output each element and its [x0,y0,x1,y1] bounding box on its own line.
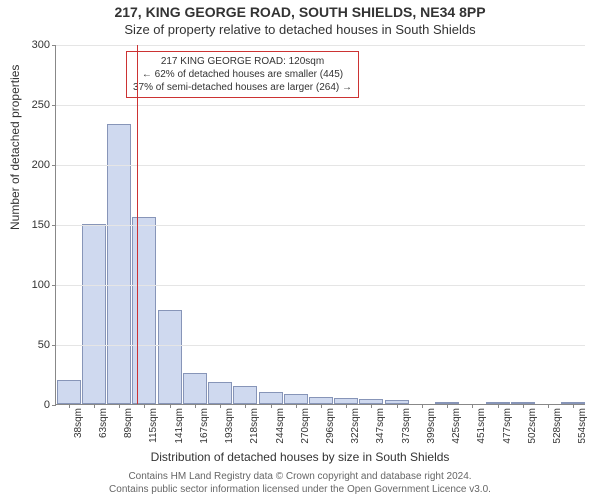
footer-line1: Contains HM Land Registry data © Crown c… [0,471,600,484]
chart-title-line2: Size of property relative to detached ho… [0,22,600,37]
annotation-line2: ← 62% of detached houses are smaller (44… [133,68,352,81]
xtick-mark [271,404,272,408]
ytick-mark [52,405,56,406]
ytick-mark [52,345,56,346]
xtick-mark [422,404,423,408]
annotation-line1: 217 KING GEORGE ROAD: 120sqm [133,55,352,68]
chart-container: 217, KING GEORGE ROAD, SOUTH SHIELDS, NE… [0,0,600,500]
chart-footer: Contains HM Land Registry data © Crown c… [0,471,600,496]
ytick-label: 150 [32,219,50,231]
histogram-bar [82,224,106,404]
gridline [56,165,585,166]
x-axis-label: Distribution of detached houses by size … [0,450,600,464]
xtick-mark [523,404,524,408]
annotation-box: 217 KING GEORGE ROAD: 120sqm ← 62% of de… [126,51,359,98]
xtick-mark [195,404,196,408]
xtick-label: 347sqm [375,408,386,444]
ytick-mark [52,105,56,106]
xtick-mark [220,404,221,408]
histogram-bar [233,386,257,404]
xtick-label: 425sqm [451,408,462,444]
ytick-label: 100 [32,279,50,291]
xtick-label: 89sqm [123,408,134,438]
gridline [56,285,585,286]
histogram-bar [158,310,182,404]
xtick-label: 270sqm [300,408,311,444]
ytick-label: 50 [38,339,50,351]
xtick-mark [498,404,499,408]
footer-line2: Contains public sector information licen… [0,484,600,497]
xtick-mark [397,404,398,408]
ytick-mark [52,165,56,166]
xtick-mark [245,404,246,408]
gridline [56,105,585,106]
histogram-bar [183,373,207,404]
xtick-label: 373sqm [401,408,412,444]
gridline [56,45,585,46]
ytick-mark [52,225,56,226]
xtick-mark [321,404,322,408]
xtick-mark [548,404,549,408]
xtick-mark [346,404,347,408]
xtick-mark [170,404,171,408]
xtick-mark [119,404,120,408]
plot-area: 217 KING GEORGE ROAD: 120sqm ← 62% of de… [55,45,585,405]
xtick-mark [472,404,473,408]
xtick-mark [573,404,574,408]
xtick-label: 115sqm [148,408,159,443]
xtick-label: 502sqm [527,408,538,444]
xtick-label: 451sqm [476,408,487,444]
xtick-mark [371,404,372,408]
ytick-label: 0 [44,399,50,411]
xtick-label: 322sqm [350,408,361,444]
y-axis-label: Number of detached properties [8,65,22,230]
xtick-label: 167sqm [199,408,210,444]
xtick-mark [94,404,95,408]
xtick-label: 244sqm [275,408,286,444]
xtick-mark [296,404,297,408]
ytick-mark [52,45,56,46]
xtick-label: 141sqm [174,408,185,444]
xtick-mark [69,404,70,408]
xtick-mark [144,404,145,408]
ytick-label: 300 [32,39,50,51]
gridline [56,345,585,346]
xtick-label: 477sqm [502,408,513,444]
histogram-bar [107,124,131,404]
marker-line [137,45,138,404]
annotation-line3: 37% of semi-detached houses are larger (… [133,81,352,94]
xtick-label: 38sqm [73,408,84,438]
xtick-label: 218sqm [249,408,260,444]
xtick-label: 296sqm [325,408,336,444]
xtick-label: 399sqm [426,408,437,444]
ytick-label: 250 [32,99,50,111]
histogram-bar [259,392,283,404]
gridline [56,225,585,226]
xtick-label: 554sqm [577,408,588,444]
chart-title-line1: 217, KING GEORGE ROAD, SOUTH SHIELDS, NE… [0,4,600,20]
histogram-bar [284,394,308,404]
xtick-label: 63sqm [98,408,109,438]
histogram-bar [309,397,333,404]
xtick-mark [447,404,448,408]
histogram-bar [208,382,232,404]
ytick-mark [52,285,56,286]
xtick-label: 528sqm [552,408,563,444]
histogram-bar [57,380,81,404]
ytick-label: 200 [32,159,50,171]
xtick-label: 193sqm [224,408,235,444]
